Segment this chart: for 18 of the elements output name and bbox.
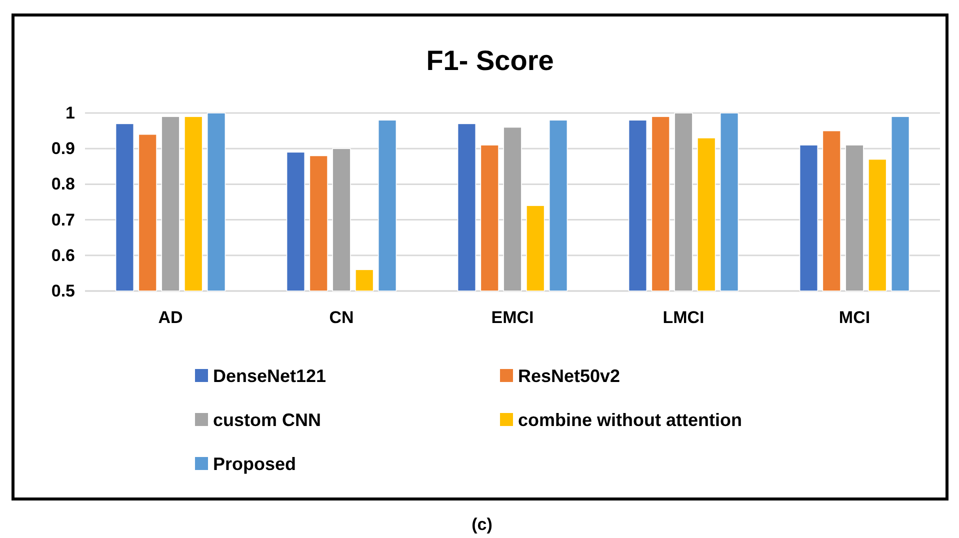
y-tick-label: 0.8	[51, 174, 75, 194]
y-tick-label: 0.5	[51, 281, 75, 300]
legend-label: DenseNet121	[213, 366, 326, 386]
y-tick-label: 1	[66, 103, 75, 122]
legend-label: Proposed	[213, 454, 296, 474]
legend-label: combine without attention	[518, 410, 742, 430]
legend-label: custom CNN	[213, 410, 322, 430]
x-tick-label: EMCI	[491, 308, 534, 328]
chart-title: F1- Score	[426, 45, 554, 76]
x-tick-label: CN	[329, 308, 354, 328]
legend-label: ResNet50v2	[518, 366, 620, 386]
text: (c)	[472, 515, 492, 534]
y-tick-label: 0.7	[51, 210, 75, 230]
x-tick-label: MCI	[838, 308, 870, 328]
x-tick-label: LMCI	[662, 308, 704, 328]
x-tick-label: AD	[158, 308, 183, 328]
y-tick-label: 0.9	[51, 139, 75, 158]
y-tick-label: 0.6	[51, 246, 75, 265]
